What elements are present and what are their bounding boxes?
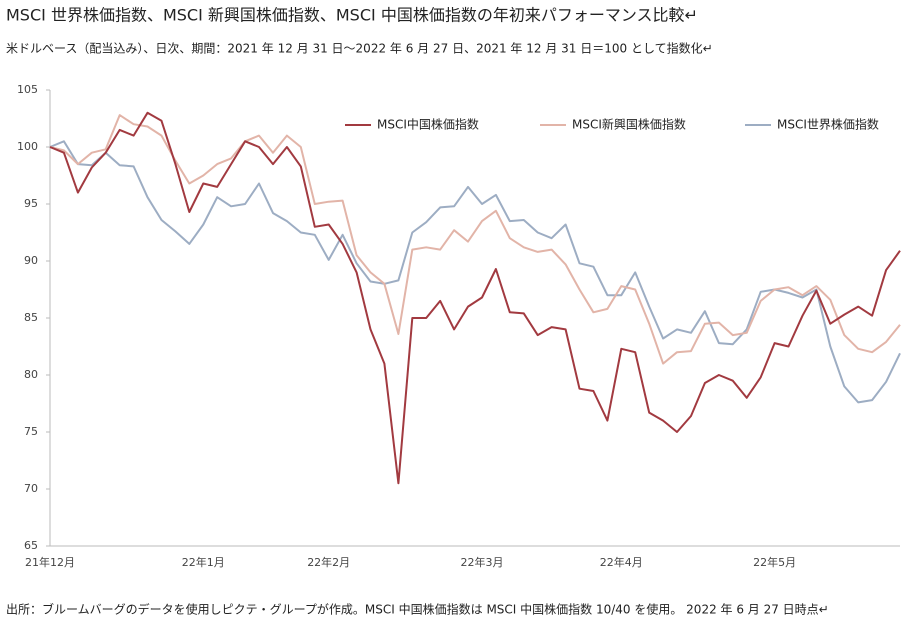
x-tick-label: 21年12月 [25, 555, 75, 569]
chart-note: 出所：ブルームバーグのデータを使用しピクテ・グループが作成。MSCI 中国株価指… [6, 602, 829, 617]
x-tick-label: 22年1月 [182, 555, 225, 569]
x-tick-label: 22年5月 [753, 555, 796, 569]
y-tick-label: 85 [24, 311, 38, 324]
y-tick-label: 100 [17, 140, 38, 153]
line-series [49, 140, 901, 404]
y-tick-label: 80 [24, 368, 38, 381]
y-tick-label: 95 [24, 197, 38, 210]
line-series [49, 114, 901, 365]
y-tick-label: 75 [24, 425, 38, 438]
chart-title: MSCI 世界株価指数、MSCI 新興国株価指数、MSCI 中国株価指数の年初来… [6, 6, 698, 25]
legend-label: MSCI世界株価指数 [777, 117, 879, 132]
chart-subtitle: 米ドルベース（配当込み）、日次、期間：2021 年 12 月 31 日～2022… [6, 41, 713, 56]
y-tick-label: 105 [17, 83, 38, 96]
x-tick-label: 22年2月 [307, 555, 350, 569]
x-tick-label: 22年3月 [460, 555, 503, 569]
y-tick-label: 65 [24, 539, 38, 552]
line-series [49, 111, 901, 485]
legend-label: MSCI中国株価指数 [377, 117, 479, 132]
y-tick-label: 70 [24, 482, 38, 495]
y-tick-label: 90 [24, 254, 38, 267]
x-tick-label: 22年4月 [600, 555, 643, 569]
legend-label: MSCI新興国株価指数 [572, 117, 686, 132]
